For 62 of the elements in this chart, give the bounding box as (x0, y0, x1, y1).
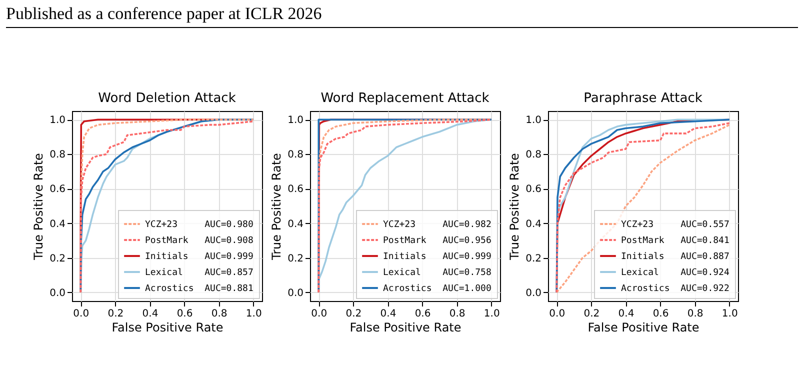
x-tick-label: 0.2 (346, 308, 362, 320)
x-axis-title: False Positive Rate (350, 320, 462, 334)
y-tick-label: 0.8 (288, 150, 304, 161)
x-tick-label: 0.4 (380, 308, 396, 320)
y-tick-label: 1.0 (288, 115, 304, 126)
y-tick-label: 0.6 (526, 184, 542, 196)
y-tick-label: 0.4 (526, 218, 542, 230)
y-tick-label: 0.6 (50, 184, 66, 196)
x-tick-label: 0.8 (687, 308, 704, 320)
x-axis-title: False Positive Rate (112, 320, 224, 334)
legend-label: Acrostics AUC=0.922 (621, 284, 730, 294)
x-tick-label: 1.0 (722, 308, 738, 320)
x-tick-label: 1.0 (246, 308, 262, 320)
x-tick-label: 0.2 (584, 308, 600, 320)
legend-label: Acrostics AUC=0.881 (145, 284, 254, 294)
legend-label: YCZ+23 AUC=0.980 (145, 220, 254, 230)
y-tick-label: 0.0 (288, 288, 304, 299)
chart-title: Word Replacement Attack (320, 91, 490, 106)
legend-label: YCZ+23 AUC=0.557 (621, 220, 730, 230)
x-tick-label: 0.6 (652, 308, 669, 320)
y-tick-label: 1.0 (50, 115, 66, 126)
chart-title: Word Deletion Attack (98, 91, 236, 106)
line-series (318, 118, 492, 294)
legend-label: Lexical AUC=0.758 (383, 268, 492, 278)
y-tick-label: 0.4 (50, 218, 66, 230)
y-tick-label: 0.2 (288, 253, 304, 264)
legend-label: Acrostics AUC=1.000 (383, 284, 492, 294)
y-tick-label: 0.8 (50, 150, 66, 161)
y-axis-title: True Positive Rate (508, 153, 522, 261)
legend-label: Lexical AUC=0.857 (145, 268, 254, 278)
y-axis-title: True Positive Rate (32, 153, 46, 261)
x-tick-label: 0.2 (108, 308, 124, 320)
y-tick-label: 0.4 (288, 218, 304, 230)
legend-label: Lexical AUC=0.924 (621, 268, 730, 278)
legend-label: Initials AUC=0.999 (383, 252, 492, 262)
y-tick-label: 0.2 (526, 253, 542, 264)
x-tick-label: 0.4 (618, 308, 634, 320)
y-tick-label: 0.0 (50, 288, 66, 299)
x-axis-title: False Positive Rate (588, 320, 700, 334)
x-tick-label: 0.8 (449, 308, 466, 320)
x-tick-label: 0.4 (142, 308, 158, 320)
x-tick-label: 1.0 (484, 308, 500, 320)
legend-label: PostMark AUC=0.956 (383, 236, 492, 246)
y-tick-label: 0.6 (288, 184, 304, 196)
x-tick-label: 0.6 (176, 308, 193, 320)
y-tick-label: 0.8 (526, 150, 542, 161)
legend-label: Initials AUC=0.887 (621, 252, 730, 262)
legend-label: Initials AUC=0.999 (145, 252, 254, 262)
legend-label: YCZ+23 AUC=0.982 (383, 220, 492, 230)
y-tick-label: 0.0 (526, 288, 542, 299)
y-axis-title: True Positive Rate (270, 153, 284, 261)
x-tick-label: 0.8 (211, 308, 228, 320)
legend-label: PostMark AUC=0.841 (621, 236, 730, 246)
y-tick-label: 1.0 (526, 115, 542, 126)
text: Published as a conference paper at ICLR 2026 (6, 4, 798, 28)
chart-title: Paraphrase Attack (584, 91, 703, 106)
x-tick-label: 0.0 (549, 308, 566, 320)
x-tick-label: 0.6 (414, 308, 431, 320)
legend-label: PostMark AUC=0.908 (145, 236, 254, 246)
x-tick-label: 0.0 (73, 308, 90, 320)
y-tick-label: 0.2 (50, 253, 66, 264)
x-tick-label: 0.0 (311, 308, 328, 320)
